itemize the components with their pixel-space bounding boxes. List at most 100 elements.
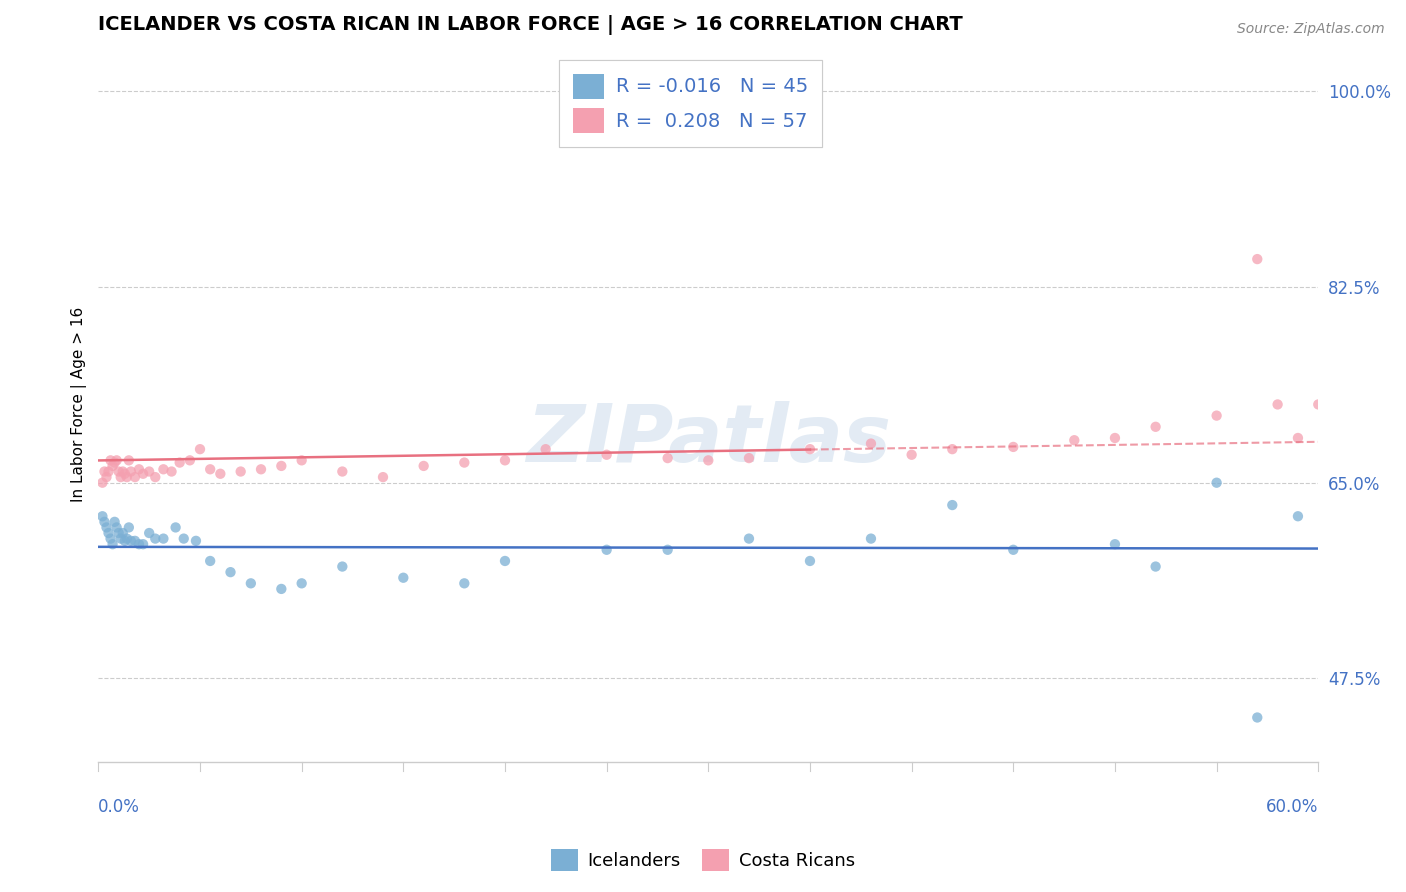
Point — [115, 532, 138, 546]
Point — [859, 532, 882, 546]
Point — [188, 442, 211, 457]
Point — [412, 458, 434, 473]
Point — [1327, 431, 1350, 445]
Point — [1144, 419, 1167, 434]
Point — [104, 456, 127, 470]
Point — [114, 467, 136, 481]
Point — [107, 465, 129, 479]
Point — [93, 515, 115, 529]
Point — [657, 451, 679, 466]
Point — [1104, 537, 1126, 551]
Point — [494, 554, 516, 568]
Y-axis label: In Labor Force | Age > 16: In Labor Force | Age > 16 — [72, 307, 87, 502]
Point — [595, 448, 617, 462]
Point — [738, 532, 761, 546]
Point — [219, 565, 242, 579]
Point — [250, 462, 273, 476]
Point — [1002, 542, 1025, 557]
Point — [291, 576, 314, 591]
Point — [105, 453, 128, 467]
Point — [152, 532, 174, 546]
Point — [184, 533, 207, 548]
Point — [111, 465, 134, 479]
Point — [941, 498, 963, 512]
Point — [330, 465, 353, 479]
Point — [371, 470, 394, 484]
Point — [1286, 509, 1309, 524]
Point — [93, 465, 115, 479]
Point — [105, 520, 128, 534]
Point — [1368, 397, 1391, 411]
Point — [115, 470, 138, 484]
Point — [494, 453, 516, 467]
Point — [198, 462, 221, 476]
Point — [270, 582, 292, 596]
Point — [1144, 559, 1167, 574]
Point — [100, 532, 122, 546]
Point — [97, 526, 120, 541]
Point — [697, 453, 720, 467]
Point — [101, 537, 124, 551]
Point — [143, 532, 166, 546]
Point — [859, 436, 882, 450]
Point — [96, 470, 118, 484]
Point — [128, 537, 150, 551]
Point — [179, 453, 201, 467]
Point — [128, 462, 150, 476]
Point — [138, 526, 160, 541]
Point — [118, 520, 141, 534]
Point — [1104, 431, 1126, 445]
Text: 0.0%: 0.0% — [98, 798, 141, 816]
Legend: R = -0.016   N = 45, R =  0.208   N = 57: R = -0.016 N = 45, R = 0.208 N = 57 — [560, 60, 821, 147]
Point — [173, 532, 195, 546]
Point — [453, 456, 475, 470]
Point — [110, 532, 132, 546]
Point — [1267, 397, 1289, 411]
Point — [160, 465, 183, 479]
Point — [1246, 710, 1268, 724]
Point — [291, 453, 314, 467]
Point — [239, 576, 262, 591]
Point — [124, 533, 146, 548]
Point — [91, 509, 114, 524]
Point — [1308, 397, 1330, 411]
Point — [97, 465, 120, 479]
Point — [1246, 252, 1268, 266]
Point — [114, 533, 136, 548]
Point — [120, 533, 142, 548]
Point — [799, 442, 821, 457]
Point — [120, 465, 142, 479]
Point — [1348, 409, 1371, 423]
Point — [392, 571, 415, 585]
Text: ICELANDER VS COSTA RICAN IN LABOR FORCE | AGE > 16 CORRELATION CHART: ICELANDER VS COSTA RICAN IN LABOR FORCE … — [98, 15, 963, 35]
Point — [1002, 440, 1025, 454]
Point — [657, 542, 679, 557]
Point — [1063, 434, 1085, 448]
Point — [110, 470, 132, 484]
Point — [143, 470, 166, 484]
Point — [209, 467, 232, 481]
Point — [1205, 409, 1227, 423]
Point — [941, 442, 963, 457]
Point — [453, 576, 475, 591]
Point — [595, 542, 617, 557]
Point — [229, 465, 252, 479]
Point — [104, 515, 127, 529]
Point — [270, 458, 292, 473]
Point — [96, 520, 118, 534]
Point — [1205, 475, 1227, 490]
Point — [534, 442, 557, 457]
Text: 60.0%: 60.0% — [1265, 798, 1319, 816]
Point — [132, 467, 155, 481]
Point — [198, 554, 221, 568]
Point — [330, 559, 353, 574]
Legend: Icelanders, Costa Ricans: Icelanders, Costa Ricans — [544, 842, 862, 879]
Point — [91, 475, 114, 490]
Point — [169, 456, 191, 470]
Point — [124, 470, 146, 484]
Point — [118, 453, 141, 467]
Point — [1286, 431, 1309, 445]
Point — [152, 462, 174, 476]
Point — [900, 448, 922, 462]
Point — [165, 520, 187, 534]
